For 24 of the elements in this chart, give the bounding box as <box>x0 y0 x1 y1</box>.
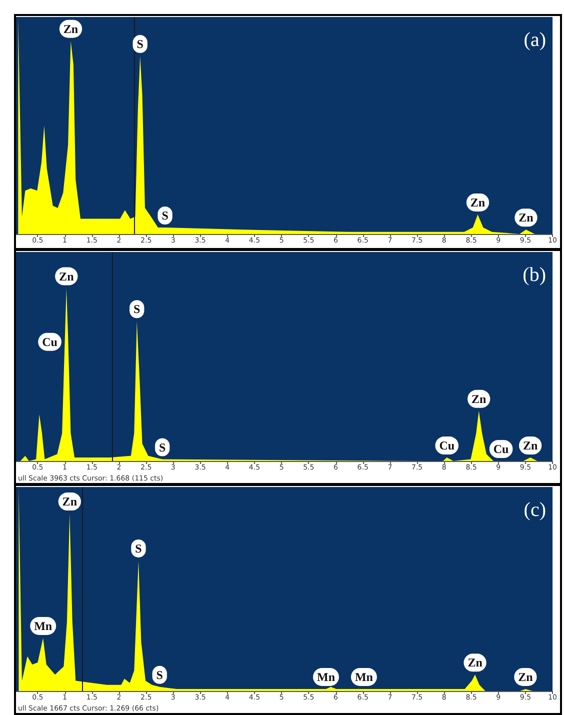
annotation: Cu <box>42 334 58 349</box>
annotation: (a) <box>524 29 546 51</box>
annotation: Zn <box>62 494 78 509</box>
annotation: Mn <box>354 670 374 684</box>
annotation: S <box>162 208 169 222</box>
annotation: Zn <box>518 210 534 225</box>
annotation: S <box>158 440 166 454</box>
annotation: Zn <box>518 670 534 684</box>
text: (b) <box>522 264 546 286</box>
annotation: Mn <box>317 670 336 684</box>
annotation: S <box>134 302 141 316</box>
annotation: Zn <box>470 195 486 210</box>
annotation: S <box>156 668 164 682</box>
annotation: Cu <box>439 438 455 453</box>
annotation: Zn <box>59 269 74 284</box>
annotation: Zn <box>468 656 483 670</box>
annotation: Zn <box>471 392 486 406</box>
annotation: Mn <box>34 618 52 633</box>
annotation: Zn <box>63 22 78 36</box>
annotation: (c) <box>524 499 546 521</box>
annotation: Cu <box>493 442 510 456</box>
annotation: S <box>135 541 142 556</box>
annotation: S <box>136 37 144 52</box>
annotation: Zn <box>522 438 538 453</box>
